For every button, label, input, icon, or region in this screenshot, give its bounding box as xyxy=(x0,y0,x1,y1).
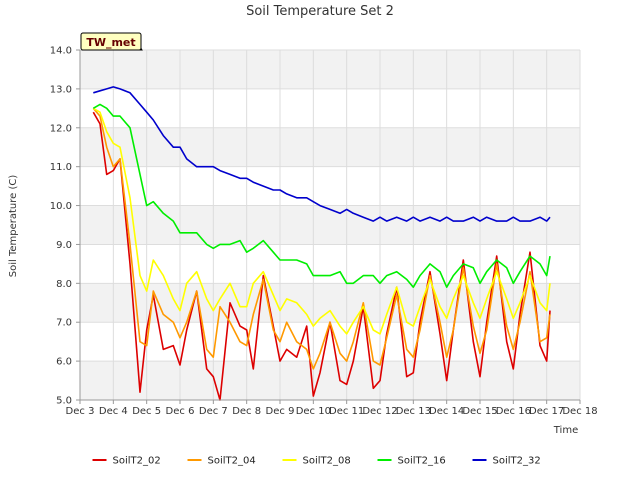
x-tick-label: Dec 5 xyxy=(132,406,161,417)
x-tick-label: Dec 15 xyxy=(462,406,497,417)
y-tick-label: 10.0 xyxy=(50,201,72,212)
y-tick-label: 6.0 xyxy=(56,357,72,368)
x-tick-label: Dec 14 xyxy=(429,406,464,417)
legend-item-soilt2-32: SoilT2_32 xyxy=(472,456,541,467)
legend-label: SoilT2_32 xyxy=(493,456,541,467)
plot-bands xyxy=(80,50,580,400)
y-tick-label: 14.0 xyxy=(50,46,72,57)
chart-title: Soil Temperature Set 2 xyxy=(246,4,394,19)
legend-label: SoilT2_16 xyxy=(398,456,446,467)
plot-band xyxy=(80,127,580,167)
plot-band xyxy=(80,205,580,245)
plot-band xyxy=(80,50,580,89)
y-tick-label: 13.0 xyxy=(50,84,72,95)
badge-label: TW_met xyxy=(86,36,135,49)
y-axis-ticks: 5.0 6.0 7.0 8.0 9.0 10.0 11.0 12.0 13.0 14.0 xyxy=(50,46,80,407)
y-tick-label: 11.0 xyxy=(50,162,72,173)
y-axis-label: Soil Temperature (C) xyxy=(8,175,19,278)
axes xyxy=(79,50,580,401)
series-layer xyxy=(92,86,551,401)
y-tick-label: 12.0 xyxy=(50,123,72,134)
x-tick-label: Dec 16 xyxy=(496,406,531,417)
legend-item-soilt2-16: SoilT2_16 xyxy=(377,456,446,467)
x-tick-label: Dec 7 xyxy=(199,406,228,417)
plot-band xyxy=(80,283,580,323)
y-tick-label: 7.0 xyxy=(56,318,72,329)
grid-lines xyxy=(79,49,581,401)
badge-box xyxy=(80,32,142,51)
x-tick-label: Dec 13 xyxy=(396,406,431,417)
legend-item-soilt2-02: SoilT2_02 xyxy=(92,456,161,467)
x-axis-ticks: Dec 3 Dec 4 Dec 5 Dec 6 Dec 7 Dec 8 Dec 9 Dec 1… xyxy=(66,400,598,417)
legend-item-soilt2-04: SoilT2_04 xyxy=(187,456,256,467)
series-line-soilt2-16 xyxy=(92,103,551,289)
x-tick-label: Dec 8 xyxy=(232,406,261,417)
plot-band xyxy=(80,361,580,400)
legend-label: SoilT2_02 xyxy=(113,456,161,467)
y-tick-label: 5.0 xyxy=(56,396,72,407)
badge: TW_met xyxy=(80,32,143,51)
series-line-soilt2-02 xyxy=(92,111,551,401)
x-tick-label: Dec 9 xyxy=(266,406,295,417)
series-line-soilt2-08 xyxy=(92,107,551,335)
legend-item-soilt2-08: SoilT2_08 xyxy=(282,456,351,467)
series-line-soilt2-04 xyxy=(92,107,551,370)
legend-label: SoilT2_04 xyxy=(208,456,256,467)
x-tick-label: Dec 6 xyxy=(166,406,195,417)
x-tick-label: Dec 4 xyxy=(99,406,128,417)
x-tick-label: Dec 18 xyxy=(562,406,597,417)
legend-label: SoilT2_08 xyxy=(303,456,351,467)
series-line-soilt2-32 xyxy=(93,86,551,222)
x-tick-label: Dec 12 xyxy=(362,406,397,417)
y-tick-label: 9.0 xyxy=(56,240,72,251)
y-tick-label: 8.0 xyxy=(56,279,72,290)
x-tick-label: Dec 11 xyxy=(329,406,364,417)
x-tick-label: Dec 17 xyxy=(529,406,564,417)
x-tick-label: Dec 3 xyxy=(66,406,95,417)
x-axis-label: Time xyxy=(553,425,578,436)
legend: SoilT2_02 SoilT2_04 SoilT2_08 SoilT2_16 Soil… xyxy=(92,456,541,467)
x-tick-label: Dec 10 xyxy=(296,406,331,417)
